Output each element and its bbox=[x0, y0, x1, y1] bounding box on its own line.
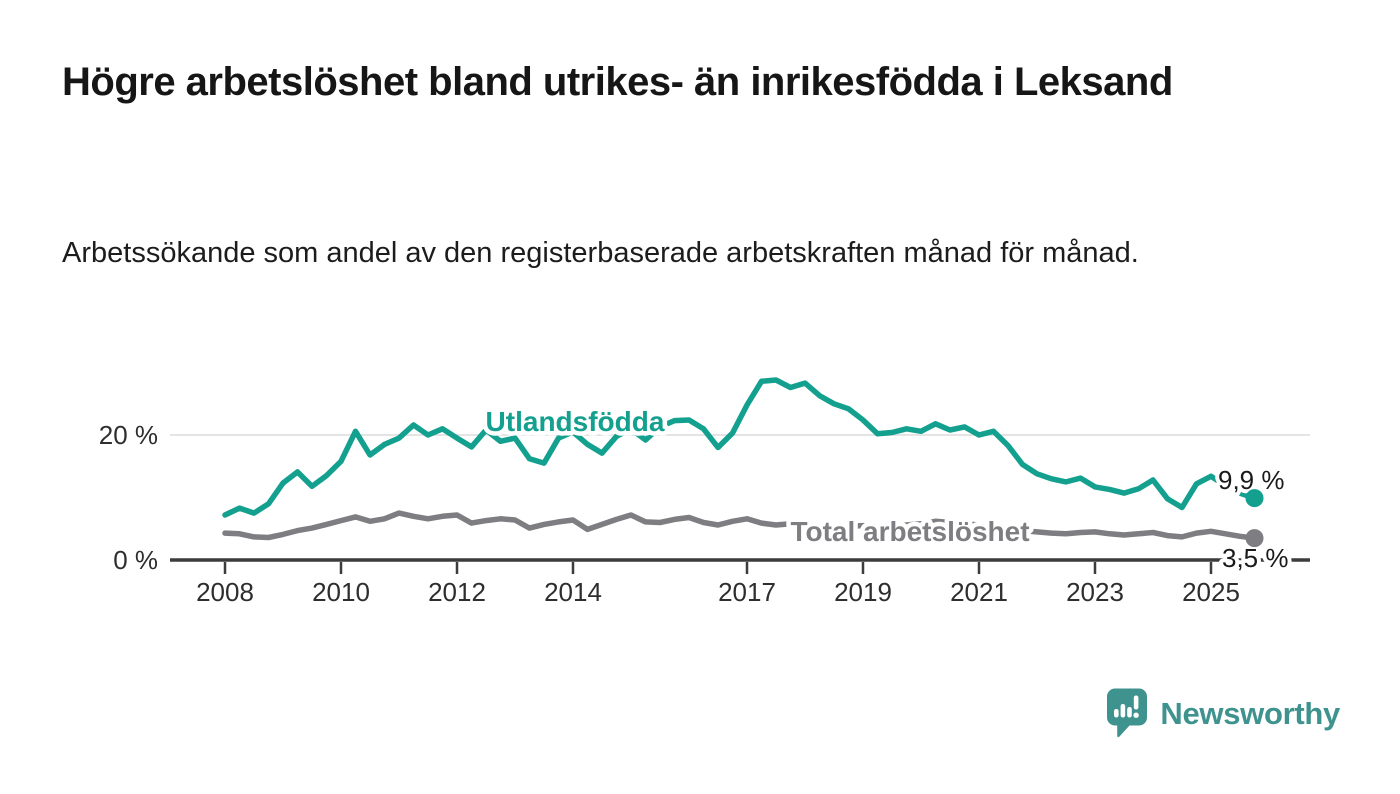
x-axis-label-2010: 2010 bbox=[312, 577, 370, 607]
chart-title: Högre arbetslöshet bland utrikes- än inr… bbox=[62, 60, 1173, 104]
x-axis-label-2012: 2012 bbox=[428, 577, 486, 607]
x-axis-label-2017: 2017 bbox=[718, 577, 776, 607]
end-value-label-total: 3,5 % bbox=[1222, 543, 1289, 573]
chart-subtitle: Arbetssökande som andel av den registerb… bbox=[62, 237, 1139, 269]
speech-bubble-shape bbox=[1107, 688, 1148, 738]
newsworthy-logo-text: Newsworthy bbox=[1160, 695, 1340, 731]
series-label-utlandsfodda: Utlandsfödda bbox=[486, 406, 665, 437]
x-axis-label-2025: 2025 bbox=[1182, 577, 1240, 607]
newsworthy-logo-icon bbox=[1107, 688, 1148, 738]
logo-bar-chart-glyph bbox=[1114, 695, 1140, 718]
series-line-total bbox=[222, 510, 1258, 541]
series-label-total: Total arbetslöshet bbox=[790, 516, 1029, 547]
series-line-utlandsfodda bbox=[222, 377, 1258, 518]
y-axis-label-20: 20 % bbox=[99, 420, 158, 450]
end-point-dot-total bbox=[1245, 529, 1264, 548]
x-axis-label-2008: 2008 bbox=[196, 577, 254, 607]
x-axis-label-2019: 2019 bbox=[834, 577, 892, 607]
end-point-dot-utlandsfodda bbox=[1245, 489, 1264, 508]
x-axis-label-2014: 2014 bbox=[544, 577, 602, 607]
y-axis-label-0: 0 % bbox=[113, 545, 158, 575]
x-axis-label-2023: 2023 bbox=[1066, 577, 1124, 607]
x-axis-label-2021: 2021 bbox=[950, 577, 1008, 607]
newsworthy-logo: Newsworthy bbox=[1106, 688, 1340, 739]
